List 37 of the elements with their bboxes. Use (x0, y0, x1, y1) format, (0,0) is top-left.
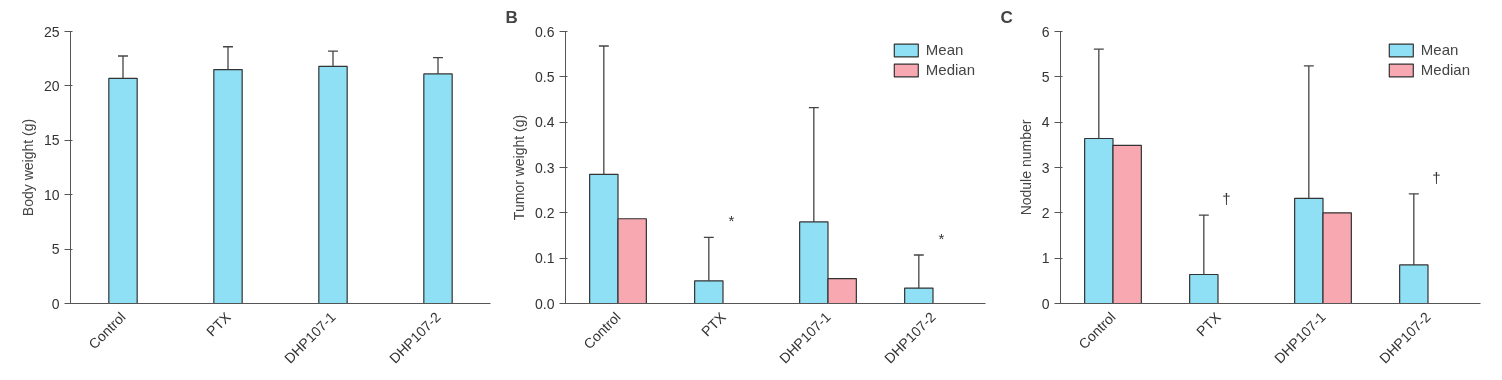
annotation: * (938, 229, 945, 247)
y-tick-label: 10 (43, 186, 60, 203)
y-tick-label: 0 (51, 295, 60, 312)
y-tick-label: 15 (43, 132, 60, 149)
y-tick-label: 0.0 (535, 295, 555, 312)
chart-title: B (505, 7, 518, 27)
annotation: † (1432, 168, 1441, 186)
y-tick-label: 1 (1041, 250, 1050, 267)
legend-label: Median (1420, 61, 1470, 78)
annotation: * (728, 212, 735, 230)
y-tick-label: 0.6 (535, 23, 555, 40)
y-tick-label: 3 (1041, 159, 1050, 176)
y-tick-label: 0.3 (535, 159, 555, 176)
y-tick-label: 0.2 (535, 204, 555, 221)
y-axis-title: Tumor weight (g) (511, 114, 528, 221)
legend-label: Mean (1420, 41, 1459, 58)
y-tick-label: 0.4 (535, 114, 555, 131)
legend-label: Mean (925, 41, 964, 58)
legend-label: Median (925, 61, 975, 78)
y-tick-label: 20 (43, 77, 60, 94)
y-tick-label: 0 (1041, 295, 1050, 312)
bar (904, 287, 934, 304)
y-tick-label: 5 (1041, 68, 1050, 85)
annotation: † (1222, 190, 1231, 208)
y-axis-title: Body weight (g) (19, 118, 36, 217)
bar (1399, 264, 1429, 304)
y-axis-title: Nodule number (1017, 119, 1034, 216)
y-tick-label: 2 (1041, 204, 1050, 221)
y-tick-label: 0.1 (535, 250, 555, 267)
y-tick-label: 5 (51, 241, 60, 258)
y-tick-label: 0.5 (535, 68, 555, 85)
bar (694, 280, 724, 304)
chart-title: C (1000, 7, 1013, 27)
y-tick-label: 25 (43, 23, 60, 40)
bar (1189, 273, 1219, 304)
y-tick-label: 4 (1041, 114, 1050, 131)
y-tick-label: 6 (1041, 23, 1050, 40)
